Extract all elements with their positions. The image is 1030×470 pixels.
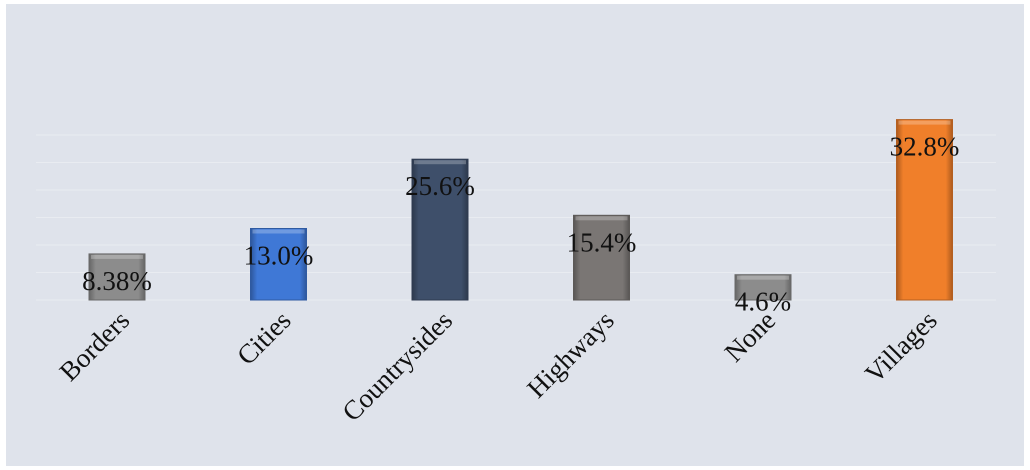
x-axis-tick-labels: Borders Cities Countrysides Highways None Vil… xyxy=(54,305,943,427)
x-tick-borders: Borders xyxy=(54,305,136,387)
data-label-highways: 15.4% xyxy=(567,227,637,257)
x-tick-countrysides: Countrysides xyxy=(336,305,458,427)
bar-none xyxy=(734,274,792,301)
data-label-none: 4.6% xyxy=(735,287,791,317)
bar-villages xyxy=(896,119,953,301)
bar-highlight xyxy=(252,229,305,234)
data-label-cities: 13.0% xyxy=(244,241,314,271)
bar-highlight xyxy=(737,275,789,280)
bar-highlight xyxy=(898,120,951,125)
x-tick-highways: Highways xyxy=(521,305,620,404)
data-label-villages: 32.8% xyxy=(890,132,960,162)
bar-chart: 8.38% 13.0% 25.6% 15.4% 4.6% 32.8% Borders Cit… xyxy=(36,119,996,427)
gridlines xyxy=(36,134,996,301)
bar-countrysides xyxy=(411,158,469,301)
data-labels: 8.38% 13.0% 25.6% 15.4% 4.6% 32.8% xyxy=(82,132,959,317)
data-label-borders: 8.38% xyxy=(82,266,152,296)
bar-borders xyxy=(88,253,146,301)
bars xyxy=(88,119,953,301)
x-tick-villages: Villages xyxy=(859,305,943,389)
bar-highlight xyxy=(91,254,143,259)
bar-highlight xyxy=(414,160,466,165)
bar-highways xyxy=(573,214,630,301)
x-tick-cities: Cities xyxy=(231,305,297,371)
data-label-countrysides: 25.6% xyxy=(405,171,475,201)
bar-highlight xyxy=(575,216,628,221)
chart-area: 8.38% 13.0% 25.6% 15.4% 4.6% 32.8% Borders Cit… xyxy=(6,4,1024,466)
bar-cities xyxy=(250,228,307,301)
